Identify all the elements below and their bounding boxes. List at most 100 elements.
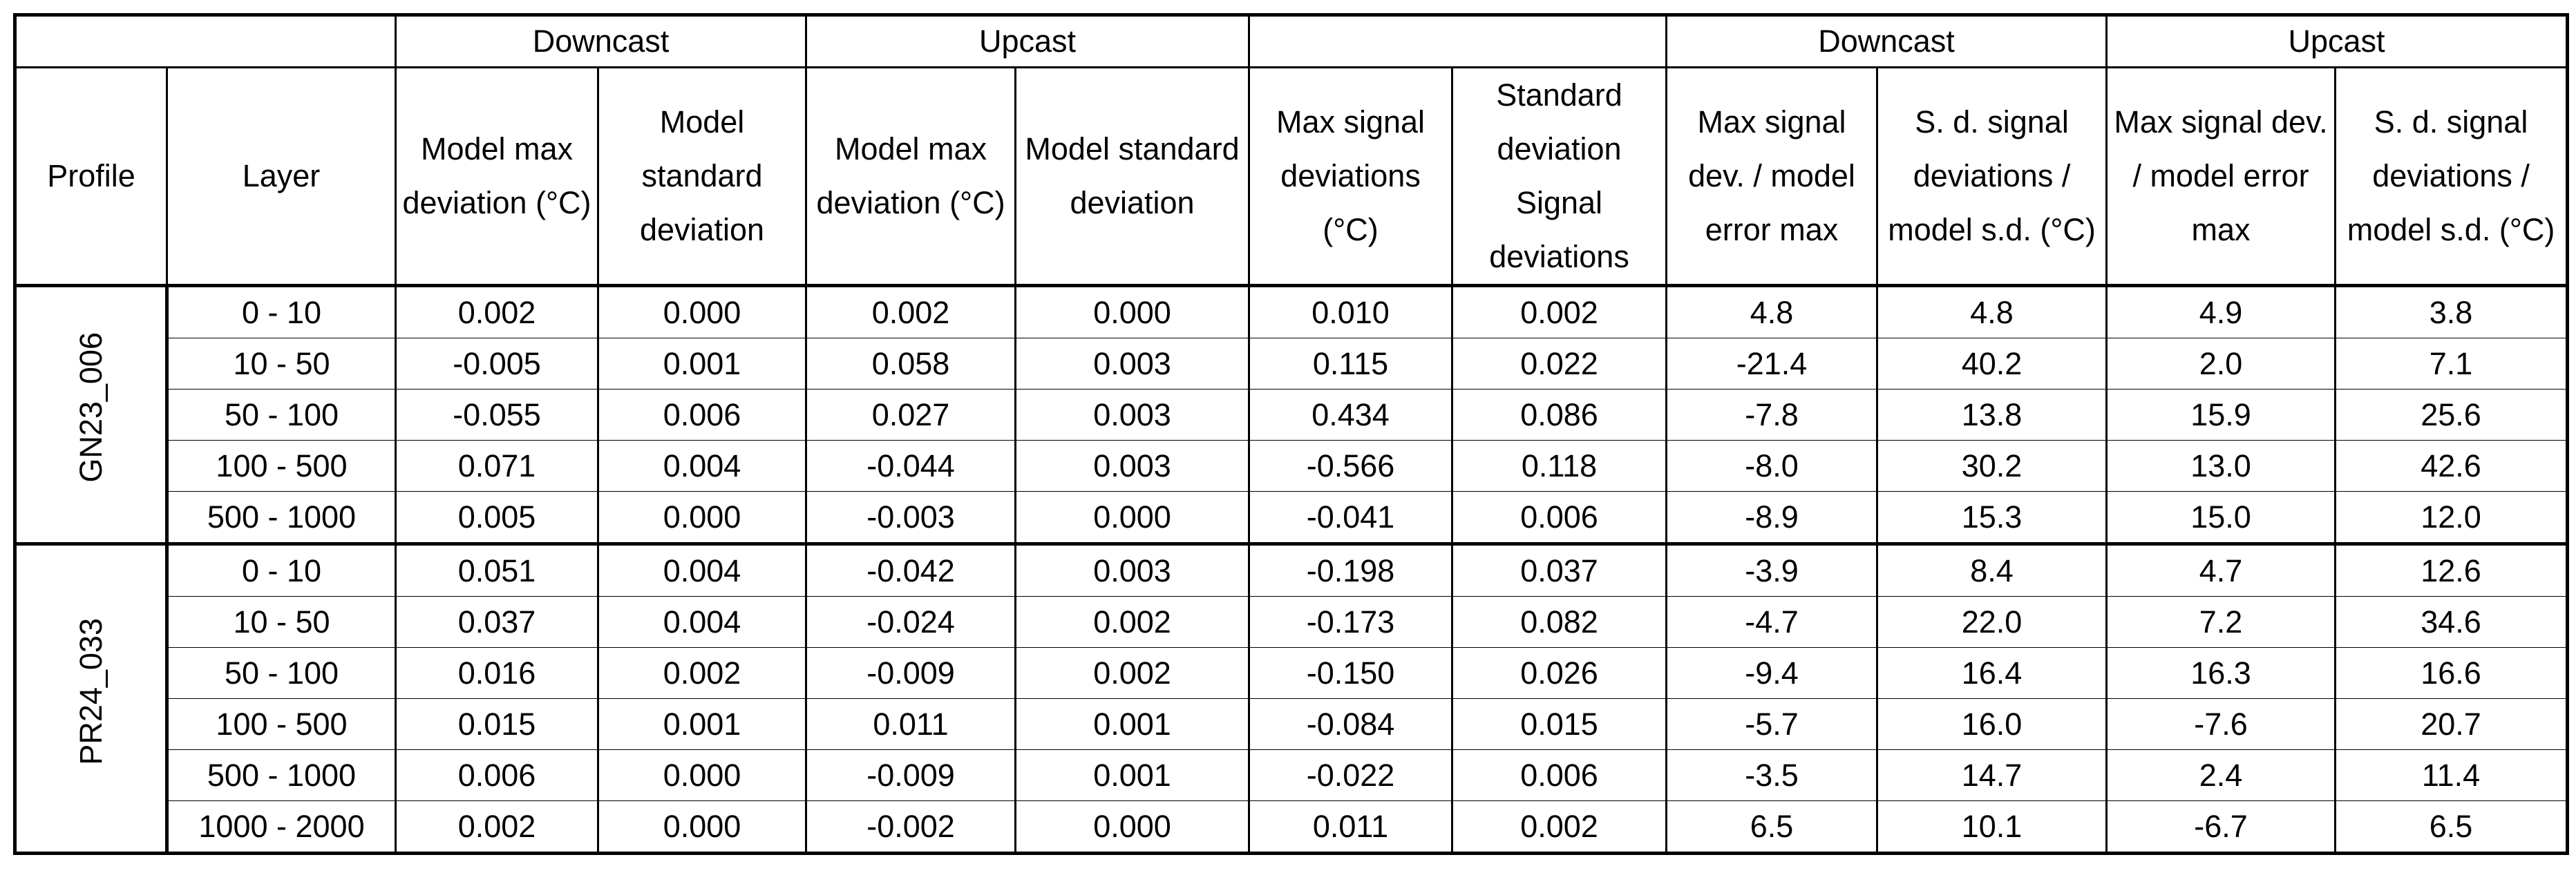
value-cell: 0.002 bbox=[395, 800, 599, 854]
value-cell: -0.042 bbox=[805, 542, 1017, 597]
value-cell: 7.1 bbox=[2334, 338, 2569, 390]
layer-cell: 1000 - 2000 bbox=[166, 800, 397, 854]
value-cell: 0.002 bbox=[1014, 596, 1251, 648]
profile-name: PR24_033 bbox=[73, 617, 108, 765]
value-cell: 16.4 bbox=[1876, 647, 2108, 699]
value-cell: 4.9 bbox=[2105, 284, 2337, 338]
group-header: Downcast bbox=[1665, 14, 2108, 68]
column-header: Profile bbox=[14, 66, 168, 287]
value-cell: 0.002 bbox=[1451, 800, 1668, 854]
value-cell: -8.9 bbox=[1665, 491, 1879, 544]
value-cell: -0.022 bbox=[1248, 749, 1454, 801]
value-cell: -5.7 bbox=[1665, 698, 1879, 750]
value-cell: -3.5 bbox=[1665, 749, 1879, 801]
value-cell: 0.434 bbox=[1248, 389, 1454, 441]
value-cell: 0.118 bbox=[1451, 440, 1668, 492]
value-cell: 0.001 bbox=[596, 338, 808, 390]
value-cell: 0.001 bbox=[596, 698, 808, 750]
value-cell: 0.022 bbox=[1451, 338, 1668, 390]
column-header: Max signal dev. / model error max bbox=[2105, 66, 2337, 287]
profile-cell: PR24_033 bbox=[13, 542, 169, 854]
group-header: Downcast bbox=[394, 14, 808, 68]
column-header: Layer bbox=[166, 66, 397, 287]
value-cell: -4.7 bbox=[1665, 596, 1879, 648]
value-cell: -0.084 bbox=[1248, 698, 1454, 750]
value-cell: 0.026 bbox=[1451, 647, 1668, 699]
value-cell: 15.3 bbox=[1876, 491, 2108, 544]
value-cell: -0.173 bbox=[1248, 596, 1454, 648]
column-header: S. d. signal deviations / model s.d. (°C… bbox=[1876, 66, 2108, 287]
value-cell: -0.044 bbox=[805, 440, 1017, 492]
value-cell: 4.8 bbox=[1876, 284, 2108, 338]
value-cell: 0.006 bbox=[1451, 491, 1668, 544]
value-cell: 42.6 bbox=[2334, 440, 2569, 492]
value-cell: -0.566 bbox=[1248, 440, 1454, 492]
value-cell: 12.0 bbox=[2334, 491, 2569, 544]
value-cell: -0.002 bbox=[805, 800, 1017, 854]
layer-cell: 100 - 500 bbox=[166, 440, 397, 492]
table-row: 10 - 50 -0.005 0.001 0.058 0.003 0.115 0.022 -2… bbox=[15, 338, 2569, 390]
value-cell: -7.8 bbox=[1665, 389, 1879, 441]
value-cell: -6.7 bbox=[2105, 800, 2337, 854]
column-header: Model standard deviation bbox=[596, 66, 808, 287]
value-cell: -0.009 bbox=[805, 749, 1017, 801]
value-cell: 20.7 bbox=[2334, 698, 2569, 750]
group-header: Upcast bbox=[805, 14, 1251, 68]
value-cell: -0.003 bbox=[805, 491, 1017, 544]
value-cell: 22.0 bbox=[1876, 596, 2108, 648]
layer-cell: 50 - 100 bbox=[166, 647, 397, 699]
value-cell: -3.9 bbox=[1665, 542, 1879, 597]
layer-cell: 100 - 500 bbox=[166, 698, 397, 750]
value-cell: 0.000 bbox=[1014, 800, 1251, 854]
profile-cell: GN23_006 bbox=[13, 284, 169, 544]
value-cell: 0.000 bbox=[596, 491, 808, 544]
value-cell: 16.3 bbox=[2105, 647, 2337, 699]
value-cell: 12.6 bbox=[2334, 542, 2569, 597]
value-cell: 7.2 bbox=[2105, 596, 2337, 648]
value-cell: 8.4 bbox=[1876, 542, 2108, 597]
value-cell: 0.058 bbox=[805, 338, 1017, 390]
value-cell: 0.010 bbox=[1248, 284, 1454, 338]
value-cell: 0.006 bbox=[1451, 749, 1668, 801]
value-cell: 0.003 bbox=[1014, 440, 1251, 492]
value-cell: 0.071 bbox=[395, 440, 599, 492]
value-cell: 16.0 bbox=[1876, 698, 2108, 750]
table-row: 1000 - 2000 0.002 0.000 -0.002 0.000 0.011 0.0… bbox=[15, 800, 2569, 854]
column-header: Model max deviation (°C) bbox=[395, 66, 599, 287]
value-cell: -9.4 bbox=[1665, 647, 1879, 699]
value-cell: 0.000 bbox=[1014, 491, 1251, 544]
value-cell: 0.115 bbox=[1248, 338, 1454, 390]
profile-name: GN23_006 bbox=[73, 332, 108, 483]
value-cell: 0.000 bbox=[1014, 284, 1251, 338]
table-row: 100 - 500 0.071 0.004 -0.044 0.003 -0.566 0.11… bbox=[15, 440, 2569, 492]
layer-cell: 0 - 10 bbox=[166, 542, 397, 597]
column-header: Standard deviation Signal deviations bbox=[1451, 66, 1668, 287]
value-cell: 0.002 bbox=[1451, 284, 1668, 338]
column-header: Max signal deviations (°C) bbox=[1248, 66, 1454, 287]
value-cell: 40.2 bbox=[1876, 338, 2108, 390]
value-cell: 34.6 bbox=[2334, 596, 2569, 648]
value-cell: 13.0 bbox=[2105, 440, 2337, 492]
value-cell: 0.082 bbox=[1451, 596, 1668, 648]
value-cell: 4.7 bbox=[2105, 542, 2337, 597]
value-cell: 0.016 bbox=[395, 647, 599, 699]
value-cell: 0.004 bbox=[596, 440, 808, 492]
layer-cell: 500 - 1000 bbox=[166, 491, 397, 544]
value-cell: 0.011 bbox=[1248, 800, 1454, 854]
blank-cell bbox=[1248, 14, 1668, 68]
layer-cell: 10 - 50 bbox=[166, 596, 397, 648]
value-cell: -0.024 bbox=[805, 596, 1017, 648]
value-cell: 10.1 bbox=[1876, 800, 2108, 854]
value-cell: 4.8 bbox=[1665, 284, 1879, 338]
value-cell: 16.6 bbox=[2334, 647, 2569, 699]
value-cell: 6.5 bbox=[2334, 800, 2569, 854]
value-cell: 0.027 bbox=[805, 389, 1017, 441]
value-cell: -8.0 bbox=[1665, 440, 1879, 492]
layer-cell: 10 - 50 bbox=[166, 338, 397, 390]
value-cell: -0.150 bbox=[1248, 647, 1454, 699]
value-cell: 0.003 bbox=[1014, 338, 1251, 390]
value-cell: 0.001 bbox=[1014, 749, 1251, 801]
value-cell: 25.6 bbox=[2334, 389, 2569, 441]
value-cell: 30.2 bbox=[1876, 440, 2108, 492]
value-cell: 0.005 bbox=[395, 491, 599, 544]
